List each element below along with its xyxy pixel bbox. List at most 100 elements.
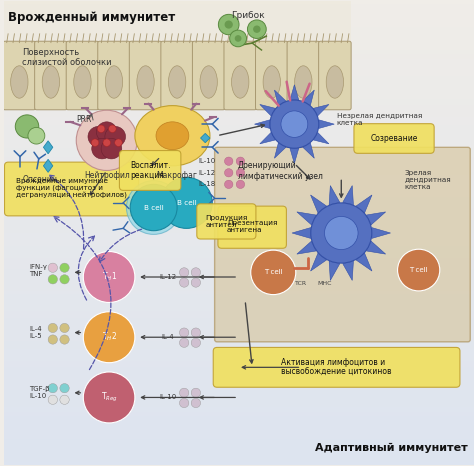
Circle shape [105,126,126,147]
Text: IL-4
IL-5: IL-4 IL-5 [29,326,42,339]
Circle shape [251,250,296,295]
Polygon shape [274,90,286,105]
Text: T cell: T cell [264,269,283,275]
Circle shape [180,278,189,287]
Circle shape [83,312,135,363]
Circle shape [115,139,122,146]
Circle shape [229,30,246,47]
Circle shape [28,127,45,144]
Circle shape [83,372,135,423]
Polygon shape [297,241,316,254]
Circle shape [130,185,177,231]
Polygon shape [366,212,386,225]
Ellipse shape [105,66,123,98]
Circle shape [103,139,110,146]
Text: Воспалит.
реакция: Воспалит. реакция [130,161,170,180]
Text: MHC: MHC [318,281,332,287]
Text: B cell: B cell [177,200,196,206]
Circle shape [48,274,57,284]
Circle shape [88,126,109,147]
Text: PRR: PRR [76,115,91,124]
Text: IL-12: IL-12 [198,170,215,176]
FancyBboxPatch shape [3,41,36,110]
Circle shape [60,335,69,344]
FancyBboxPatch shape [197,204,256,239]
FancyBboxPatch shape [66,41,99,110]
Circle shape [15,115,39,138]
Text: IL-10: IL-10 [198,158,216,164]
Polygon shape [274,143,286,158]
Circle shape [180,338,189,348]
FancyBboxPatch shape [119,151,181,191]
Text: Активация лимфоцитов и
высвобождение цитокинов: Активация лимфоцитов и высвобождение цит… [282,357,392,377]
Circle shape [48,335,57,344]
Ellipse shape [326,66,344,98]
Text: TGF-β
IL-10: TGF-β IL-10 [29,386,50,399]
Circle shape [270,100,319,148]
Polygon shape [201,133,210,143]
Circle shape [191,268,201,277]
Circle shape [281,111,308,137]
Circle shape [60,384,69,393]
Polygon shape [372,227,391,239]
Circle shape [101,138,122,159]
Ellipse shape [231,66,249,98]
FancyBboxPatch shape [161,41,193,110]
Polygon shape [310,195,327,213]
Circle shape [225,180,233,189]
FancyBboxPatch shape [218,206,286,248]
Polygon shape [290,85,299,100]
Ellipse shape [74,66,91,98]
Circle shape [236,169,245,177]
Circle shape [48,395,57,404]
Circle shape [191,338,201,348]
FancyBboxPatch shape [213,348,460,387]
Polygon shape [303,143,314,158]
Ellipse shape [10,66,28,98]
Circle shape [60,263,69,272]
FancyBboxPatch shape [35,41,67,110]
Ellipse shape [295,66,312,98]
Text: B cell: B cell [144,205,164,211]
Ellipse shape [263,66,281,98]
Text: Врожденные иммунные
функции (фагоцитоз и
дегрануляция нейтрофилов): Врожденные иммунные функции (фагоцитоз и… [16,178,127,199]
Circle shape [92,138,112,159]
Circle shape [311,203,372,263]
Circle shape [191,388,201,397]
Circle shape [180,268,189,277]
Circle shape [225,157,233,165]
Polygon shape [313,132,329,144]
Circle shape [236,157,245,165]
Circle shape [180,398,189,408]
Polygon shape [356,195,372,213]
Ellipse shape [42,66,60,98]
Circle shape [191,328,201,337]
Circle shape [127,181,181,234]
Ellipse shape [135,106,210,166]
Text: IL-4: IL-4 [162,334,174,340]
Circle shape [191,398,201,408]
Polygon shape [319,120,334,129]
FancyBboxPatch shape [98,41,130,110]
Text: Поверхность
слизистой оболочки: Поверхность слизистой оболочки [22,48,112,67]
Ellipse shape [168,66,186,98]
Ellipse shape [137,66,154,98]
Circle shape [247,20,266,39]
FancyBboxPatch shape [4,1,351,43]
Ellipse shape [156,122,189,150]
Polygon shape [343,185,354,205]
Text: Врожденный иммунитет: Врожденный иммунитет [8,11,175,24]
Polygon shape [292,227,311,239]
Text: Незрелая дендритная
клетка: Незрелая дендритная клетка [337,113,422,126]
Text: T$_H$2: T$_H$2 [101,331,117,343]
Polygon shape [366,241,386,254]
Polygon shape [329,261,340,281]
Circle shape [236,180,245,189]
FancyBboxPatch shape [354,123,434,153]
Circle shape [161,178,212,228]
Polygon shape [260,132,275,144]
Circle shape [48,263,57,272]
Circle shape [225,21,233,28]
Text: TCR: TCR [295,281,308,287]
Polygon shape [343,261,354,281]
